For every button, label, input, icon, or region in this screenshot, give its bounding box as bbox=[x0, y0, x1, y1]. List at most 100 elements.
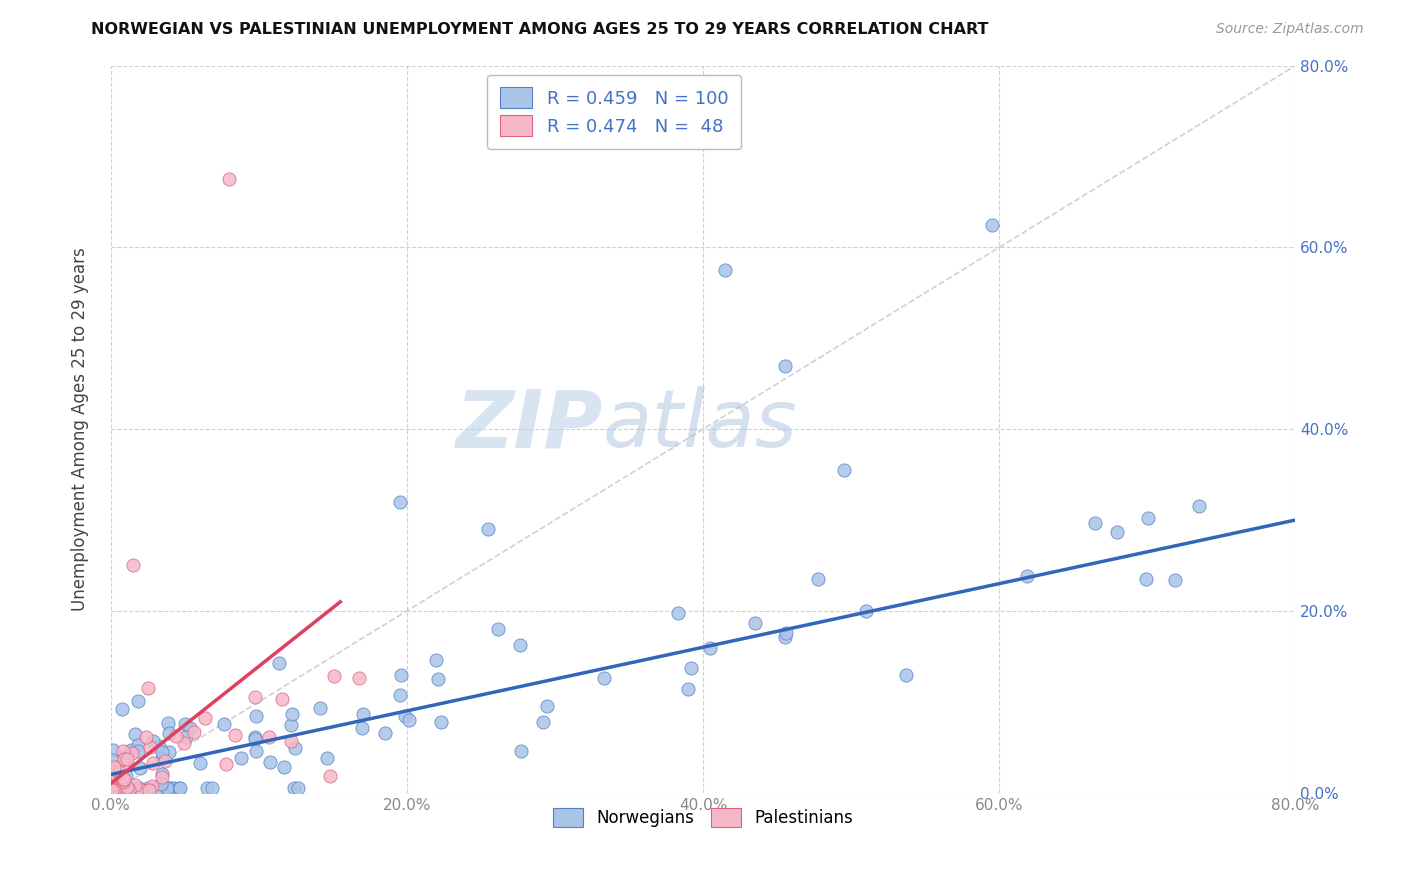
Point bbox=[129, 783, 152, 797]
Point bbox=[115, 780, 138, 794]
Point bbox=[115, 752, 138, 766]
Point bbox=[1135, 572, 1157, 586]
Point bbox=[531, 715, 554, 730]
Point bbox=[107, 772, 129, 786]
Point bbox=[122, 558, 145, 573]
Point bbox=[165, 729, 187, 743]
Point bbox=[112, 783, 135, 797]
Point bbox=[100, 753, 122, 767]
Point bbox=[157, 726, 180, 740]
Point bbox=[283, 781, 305, 796]
Point bbox=[388, 688, 411, 702]
Point bbox=[114, 781, 136, 796]
Point bbox=[243, 690, 266, 704]
Point bbox=[136, 781, 159, 796]
Point bbox=[141, 779, 163, 793]
Point bbox=[259, 731, 281, 745]
Point bbox=[744, 615, 766, 630]
Point bbox=[128, 781, 150, 796]
Point bbox=[284, 741, 307, 756]
Point bbox=[1164, 573, 1187, 587]
Point bbox=[243, 732, 266, 747]
Point bbox=[101, 743, 124, 757]
Point bbox=[112, 744, 135, 758]
Point bbox=[1017, 569, 1039, 583]
Point bbox=[112, 752, 135, 766]
Point bbox=[201, 781, 224, 796]
Point bbox=[111, 702, 134, 716]
Point bbox=[319, 769, 342, 783]
Point bbox=[323, 669, 346, 683]
Point bbox=[173, 716, 195, 731]
Point bbox=[183, 724, 205, 739]
Point bbox=[426, 672, 449, 686]
Point bbox=[105, 759, 128, 773]
Point bbox=[152, 746, 174, 760]
Point bbox=[980, 218, 1002, 232]
Point bbox=[676, 682, 699, 697]
Point bbox=[115, 756, 138, 771]
Point bbox=[267, 657, 290, 671]
Point bbox=[510, 744, 533, 758]
Point bbox=[159, 745, 181, 759]
Point bbox=[224, 727, 246, 741]
Point bbox=[593, 672, 616, 686]
Point bbox=[394, 709, 416, 723]
Point bbox=[173, 736, 195, 750]
Point bbox=[194, 710, 217, 724]
Point bbox=[103, 783, 125, 797]
Point bbox=[229, 751, 252, 765]
Point bbox=[121, 747, 143, 761]
Point bbox=[148, 739, 170, 753]
Point bbox=[142, 756, 165, 770]
Point bbox=[1188, 499, 1211, 513]
Point bbox=[150, 751, 173, 765]
Point bbox=[807, 572, 830, 586]
Point bbox=[150, 767, 173, 781]
Point bbox=[714, 263, 737, 277]
Point bbox=[179, 721, 201, 735]
Point bbox=[169, 781, 191, 796]
Point bbox=[145, 781, 167, 796]
Point bbox=[101, 781, 124, 796]
Point bbox=[110, 779, 132, 793]
Text: atlas: atlas bbox=[602, 386, 797, 465]
Point bbox=[117, 783, 139, 797]
Point bbox=[112, 772, 135, 786]
Point bbox=[536, 699, 558, 714]
Point bbox=[259, 755, 281, 769]
Point bbox=[127, 694, 149, 708]
Point bbox=[112, 749, 135, 764]
Point bbox=[110, 772, 132, 786]
Point bbox=[681, 661, 703, 675]
Point bbox=[124, 727, 146, 741]
Point bbox=[107, 764, 129, 779]
Text: ZIP: ZIP bbox=[456, 386, 602, 465]
Point bbox=[157, 780, 180, 795]
Point bbox=[120, 743, 142, 757]
Point bbox=[1105, 525, 1128, 540]
Point bbox=[281, 706, 304, 721]
Point bbox=[136, 681, 159, 695]
Text: Source: ZipAtlas.com: Source: ZipAtlas.com bbox=[1216, 22, 1364, 37]
Point bbox=[104, 767, 127, 781]
Point bbox=[352, 706, 374, 721]
Point bbox=[894, 667, 917, 681]
Point bbox=[114, 769, 136, 783]
Point bbox=[163, 781, 186, 796]
Point bbox=[280, 718, 302, 732]
Point bbox=[150, 770, 173, 784]
Point bbox=[115, 780, 138, 794]
Point bbox=[160, 781, 183, 796]
Legend: Norwegians, Palestinians: Norwegians, Palestinians bbox=[544, 799, 862, 835]
Y-axis label: Unemployment Among Ages 25 to 29 years: Unemployment Among Ages 25 to 29 years bbox=[72, 247, 89, 611]
Point bbox=[174, 730, 197, 744]
Point bbox=[699, 640, 721, 655]
Point bbox=[1084, 516, 1107, 530]
Point bbox=[273, 760, 295, 774]
Point bbox=[150, 777, 173, 791]
Point bbox=[347, 671, 370, 685]
Point bbox=[188, 756, 211, 771]
Point bbox=[108, 783, 131, 797]
Point bbox=[773, 359, 796, 373]
